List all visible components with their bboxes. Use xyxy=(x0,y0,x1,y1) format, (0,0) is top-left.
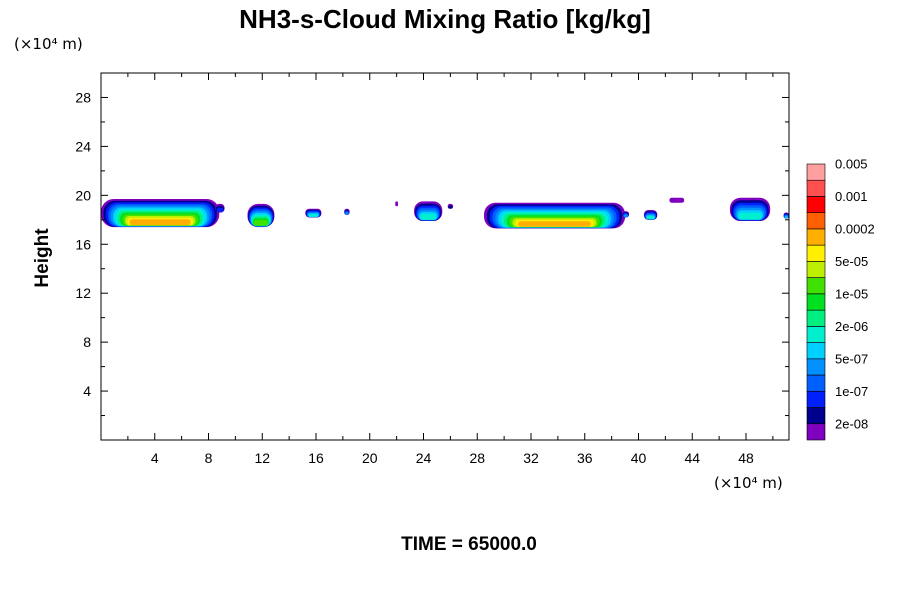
y-tick-label: 12 xyxy=(75,285,91,301)
colorbar-swatch xyxy=(806,342,826,360)
y-tick-label: 4 xyxy=(83,383,91,399)
colorbar-swatch xyxy=(806,212,826,230)
cloud-contour-level xyxy=(308,214,318,217)
colorbar-swatch xyxy=(806,179,826,197)
cloud-contour-level xyxy=(420,214,437,220)
cloud-contour-level xyxy=(253,220,268,226)
cloud-contour-level xyxy=(518,221,591,227)
cloud-contour-level xyxy=(395,201,398,207)
y-tick-label: 24 xyxy=(75,138,91,154)
colorbar-label: 0.0002 xyxy=(835,221,875,236)
chart-title: NH3-s-Cloud Mixing Ratio [kg/kg] xyxy=(239,4,651,34)
cloud-contour-level xyxy=(345,212,349,215)
x-tick-label: 48 xyxy=(738,450,754,466)
y-axis-label: Height xyxy=(32,228,53,288)
colorbar-swatch xyxy=(806,374,826,392)
cloud-contour-level xyxy=(129,219,191,226)
colorbar-swatch xyxy=(806,244,826,262)
plot-frame xyxy=(100,72,790,441)
colorbar-swatch xyxy=(806,326,826,343)
colorbar-label: 5e-07 xyxy=(835,351,868,366)
x-tick-label: 4 xyxy=(151,450,159,466)
cloud-blob xyxy=(643,210,658,220)
x-tick-label: 40 xyxy=(631,450,647,466)
colorbar-label: 0.005 xyxy=(835,157,868,172)
cloud-blob xyxy=(395,201,398,207)
colorbar-label: 5e-05 xyxy=(835,254,868,269)
colorbar-label: 2e-06 xyxy=(835,319,868,334)
cloud-blob xyxy=(344,208,350,215)
x-axis-unit: (×10⁴ m) xyxy=(714,474,783,492)
x-tick-label: 32 xyxy=(523,450,539,466)
cloud-blob xyxy=(669,197,685,203)
colorbar-label: 2e-08 xyxy=(835,416,868,431)
cloud-blob xyxy=(729,197,771,221)
x-tick-label: 44 xyxy=(684,450,700,466)
y-tick-label: 28 xyxy=(75,89,91,105)
cloud-contour-level xyxy=(738,212,762,220)
y-axis-unit: (×10⁴ m) xyxy=(14,35,83,53)
x-tick-label: 12 xyxy=(254,450,270,466)
colorbar: 2e-08 1e-07 5e-07 2e-06 1e-05 5e-05 0.0002 0.00… xyxy=(806,157,875,441)
colorbar-swatch xyxy=(806,309,826,327)
cloud-blob xyxy=(783,212,789,219)
colorbar-swatch xyxy=(806,423,826,441)
colorbar-swatch xyxy=(806,228,826,246)
cloud-blob xyxy=(622,211,630,218)
cloud-contour-level xyxy=(646,216,655,220)
colorbar-swatch xyxy=(806,293,826,311)
cloud-blob xyxy=(447,203,454,209)
colorbar-swatch xyxy=(806,390,826,408)
cloud-blob xyxy=(101,199,220,228)
cloud-contour-level xyxy=(623,214,628,217)
y-tick-label: 8 xyxy=(83,334,91,350)
x-tick-label: 36 xyxy=(577,450,593,466)
cloud-blob xyxy=(247,203,275,228)
cloud-contour-level xyxy=(669,197,685,203)
colorbar-swatch xyxy=(806,407,826,425)
cloud-blob xyxy=(414,201,443,221)
y-tick-label: 20 xyxy=(75,187,91,203)
x-tick-label: 24 xyxy=(416,450,432,466)
colorbar-swatch xyxy=(806,358,826,376)
colorbar-swatch xyxy=(806,196,826,214)
time-label: TIME = 65000.0 xyxy=(401,534,537,555)
cloud-blob xyxy=(484,202,626,229)
colorbar-swatch xyxy=(806,163,826,181)
cloud-contour-level xyxy=(784,216,788,219)
colorbar-swatch xyxy=(806,261,826,278)
cloud-blob xyxy=(305,208,322,218)
colorbar-label: 0.001 xyxy=(835,189,868,204)
x-tick-label: 8 xyxy=(205,450,213,466)
colorbar-swatch xyxy=(806,277,826,295)
colorbar-label: 1e-07 xyxy=(835,384,868,399)
x-tick-label: 16 xyxy=(308,450,324,466)
x-tick-label: 20 xyxy=(362,450,378,466)
x-tick-label: 28 xyxy=(469,450,485,466)
cloud-blob xyxy=(215,203,225,213)
cloud-contour-level xyxy=(448,205,453,209)
colorbar-label: 1e-05 xyxy=(835,286,868,301)
y-tick-label: 16 xyxy=(75,236,91,252)
cloud-contour-level xyxy=(216,207,224,213)
